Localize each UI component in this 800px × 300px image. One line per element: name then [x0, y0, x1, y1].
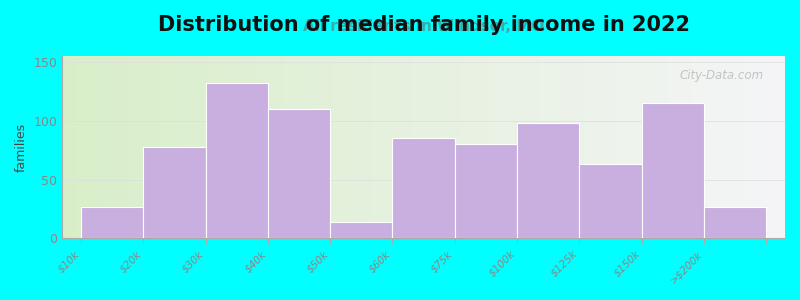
Bar: [642, 103, 704, 238]
Text: City-Data.com: City-Data.com: [679, 69, 763, 82]
Bar: [143, 147, 206, 238]
Text: All residents in Windsor, MO: All residents in Windsor, MO: [303, 19, 544, 34]
Bar: [330, 222, 393, 238]
Bar: [206, 83, 268, 238]
Bar: [393, 138, 454, 238]
Bar: [81, 207, 143, 238]
Title: Distribution of median family income in 2022: Distribution of median family income in …: [158, 15, 690, 35]
Bar: [268, 109, 330, 238]
Bar: [454, 144, 517, 238]
Bar: [704, 207, 766, 238]
Y-axis label: families: families: [15, 123, 28, 172]
Bar: [579, 164, 642, 238]
Bar: [517, 123, 579, 238]
